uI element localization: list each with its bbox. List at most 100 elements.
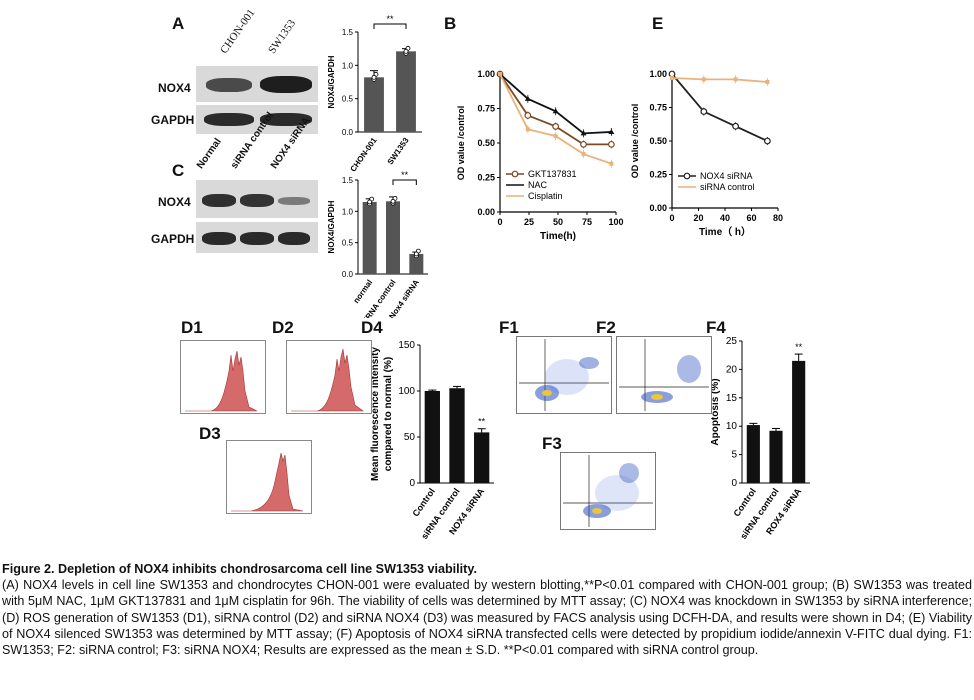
data-point <box>607 140 615 148</box>
bar <box>474 432 490 483</box>
blot-c-nox4-membrane <box>196 180 318 218</box>
y-tick-label: 20 <box>726 364 738 375</box>
panel-label-d1: D1 <box>181 318 203 337</box>
y-tick-label: 15 <box>726 393 738 404</box>
data-point <box>552 123 560 130</box>
y-tick-label: 0.25 <box>477 173 495 183</box>
blot-c-gapdh-membrane <box>196 222 318 253</box>
y-tick-label: 0.5 <box>342 95 354 104</box>
chart-a-bar: 0.0 0.5 1.0 1.5 CHON-001 SW1353 NOX4/GAPDH ** <box>327 14 422 172</box>
bar <box>409 253 424 274</box>
bar <box>386 201 400 274</box>
x-tick-label: 75 <box>582 217 592 227</box>
y-tick-label: 0.00 <box>649 203 667 213</box>
series-line <box>499 73 612 165</box>
data-point <box>525 127 530 132</box>
y-tick-label: 25 <box>726 336 738 347</box>
bar <box>746 425 760 483</box>
blot-c-row-label: GAPDH <box>151 232 195 246</box>
y-tick-label: 1.5 <box>342 176 354 185</box>
x-axis-label: Time（ h） <box>699 225 751 238</box>
y-tick-label: 0 <box>409 478 415 489</box>
blot-band <box>260 76 312 93</box>
flow-histogram-d3-peak <box>231 452 304 512</box>
x-tick-label: SW1353 <box>386 136 411 167</box>
panel-label-d2: D2 <box>272 318 294 337</box>
blot-a-lane-label: SW1353 <box>266 17 299 57</box>
data-point <box>581 152 586 157</box>
flow-histogram-d2-peak <box>291 348 364 412</box>
panel-label-e: E <box>652 14 664 33</box>
figure-caption: Figure 2. Depletion of NOX4 inhibits cho… <box>2 561 972 658</box>
y-tick-label: 1.5 <box>342 28 354 37</box>
y-tick-label: 50 <box>404 432 416 443</box>
blot-a-row-label: GAPDH <box>151 113 195 127</box>
blot-a-gapdh-membrane <box>196 105 318 134</box>
panel-label-f4: F4 <box>706 318 726 337</box>
panel-label-d4: D4 <box>361 318 383 337</box>
blot-band <box>240 232 274 245</box>
legend-label: NAC <box>528 180 548 190</box>
data-point <box>371 74 377 80</box>
data-point <box>700 108 708 115</box>
panel-label-a: A <box>172 14 185 33</box>
y-tick-label: 1.00 <box>649 69 667 79</box>
blot-band <box>202 232 236 245</box>
y-tick-label: 0.25 <box>649 170 667 180</box>
flow-scatter-f2 <box>616 336 712 414</box>
panel-label-d3: D3 <box>199 424 221 443</box>
legend-marker <box>511 170 519 178</box>
data-point <box>413 251 419 257</box>
x-tick-label: normal <box>352 278 375 305</box>
x-tick-label: CHON-001 <box>349 136 379 172</box>
blot-a-lane-label: CHON-001 <box>218 7 258 56</box>
y-tick-label: 5 <box>731 450 737 461</box>
data-point <box>608 128 615 134</box>
bar <box>364 77 384 132</box>
x-tick-label: 60 <box>746 213 756 223</box>
series-line <box>671 77 768 83</box>
x-tick-label: 100 <box>608 217 623 227</box>
y-tick-label: 0.0 <box>342 270 354 279</box>
y-axis-label: NOX4/GAPDH <box>327 200 336 253</box>
series-line <box>671 73 768 142</box>
blot-band <box>206 78 252 92</box>
data-point <box>580 140 587 148</box>
y-tick-label: 0.75 <box>477 104 495 114</box>
y-tick-label: 0.5 <box>342 239 354 248</box>
data-point <box>524 95 531 101</box>
data-point <box>763 137 771 145</box>
blot-band <box>278 197 310 205</box>
x-tick-label: 50 <box>553 217 563 227</box>
y-axis-label: NOX4/GAPDH <box>327 55 336 108</box>
legend-label: siRNA control <box>700 182 755 192</box>
y-tick-label: 0.0 <box>342 128 354 137</box>
data-point <box>498 72 502 76</box>
x-tick-label: Control <box>410 486 437 518</box>
significance-bracket <box>373 23 407 29</box>
y-tick-label: 0.75 <box>649 103 667 113</box>
data-point <box>403 48 409 54</box>
blot-band <box>260 113 312 126</box>
blot-band <box>240 194 274 207</box>
flow-histogram-d1-peak <box>185 350 258 412</box>
blot-c-lane-label: NOX4 siRNA <box>268 115 313 171</box>
y-tick-label: 0.50 <box>477 138 495 148</box>
panel-label-b: B <box>444 14 457 33</box>
blot-c-lane-label: siRNA control <box>228 110 277 171</box>
bar <box>769 430 783 483</box>
y-tick-label: 0.00 <box>477 207 495 217</box>
x-tick-label: 40 <box>720 213 730 223</box>
panel-label-c: C <box>172 161 185 180</box>
flow-histogram-d1 <box>180 340 266 414</box>
y-tick-label: 0.50 <box>649 136 667 146</box>
blot-a-nox4-membrane <box>196 66 318 102</box>
data-point <box>367 199 373 205</box>
x-tick-label: 25 <box>524 217 534 227</box>
panel-label-f1: F1 <box>499 318 519 337</box>
x-tick-label: 80 <box>773 213 783 223</box>
y-tick-label: 1.0 <box>342 207 354 216</box>
y-axis-label: compared to normal (%) <box>383 357 394 471</box>
caption-title: Figure 2. Depletion of NOX4 inhibits cho… <box>2 562 477 576</box>
